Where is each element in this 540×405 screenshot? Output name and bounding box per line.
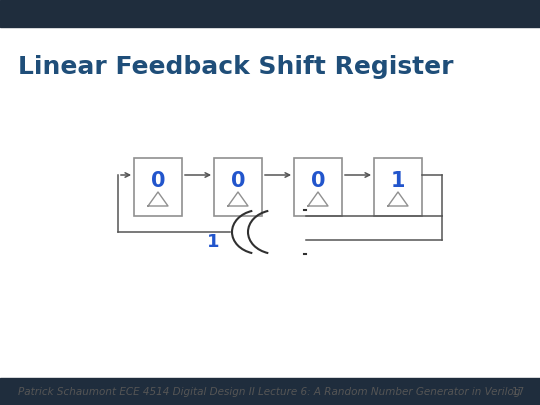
Bar <box>0 27 540 378</box>
Text: 1: 1 <box>391 171 405 191</box>
Bar <box>294 158 342 216</box>
Text: 0: 0 <box>310 171 325 191</box>
Bar <box>0 378 540 405</box>
Text: 0: 0 <box>151 171 165 191</box>
Bar <box>134 158 182 216</box>
Bar <box>374 158 422 216</box>
Text: 1: 1 <box>207 233 219 251</box>
Text: Linear Feedback Shift Register: Linear Feedback Shift Register <box>18 55 454 79</box>
Text: Patrick Schaumont ECE 4514 Digital Design II Lecture 6: A Random Number Generato: Patrick Schaumont ECE 4514 Digital Desig… <box>18 387 521 397</box>
Bar <box>214 158 262 216</box>
Text: 0: 0 <box>231 171 245 191</box>
Text: 17: 17 <box>512 387 525 397</box>
Bar <box>0 0 540 27</box>
